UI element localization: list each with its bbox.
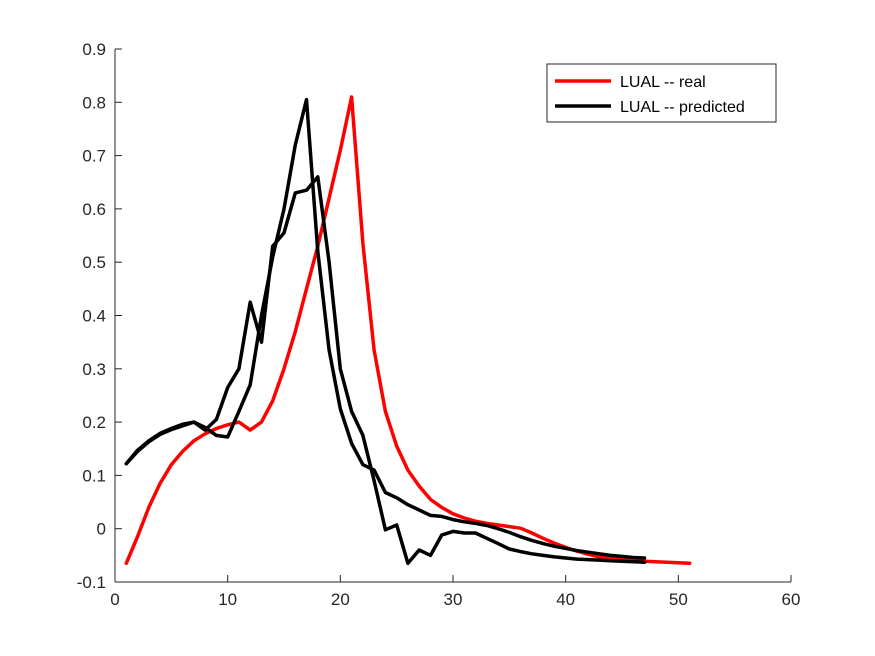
y-tick-label: 0.8	[82, 93, 106, 112]
x-tick-label: 0	[110, 590, 119, 609]
y-tick-label: 0.3	[82, 360, 106, 379]
y-tick-label: 0.4	[82, 307, 106, 326]
axes-layer: 0 10 20 30 40 50 60-0.100.10.20.30.40.50.60.70…	[77, 40, 801, 609]
y-tick-label: 0.2	[82, 413, 106, 432]
series-line-1	[124, 175, 647, 566]
y-tick-label: 0	[97, 520, 106, 539]
x-tick-label: 30	[444, 590, 463, 609]
legend: LUAL -- real LUAL -- predicted	[546, 63, 777, 123]
y-tick-label: 0.9	[82, 40, 106, 59]
y-tick-label: 0.1	[82, 466, 106, 485]
x-tick-label: 60	[782, 590, 801, 609]
legend-box	[546, 63, 777, 123]
legend-label-real: LUAL -- real	[620, 74, 706, 91]
series-line-0	[124, 95, 692, 566]
y-tick-label: -0.1	[77, 573, 106, 592]
y-tick-label: 0.7	[82, 147, 106, 166]
y-tick-label: 0.5	[82, 253, 106, 272]
plot-area	[115, 49, 791, 582]
x-tick-label: 50	[669, 590, 688, 609]
x-tick-label: 40	[556, 590, 575, 609]
x-tick-label: 10	[218, 590, 237, 609]
legend-label-predicted: LUAL -- predicted	[620, 99, 745, 116]
series-line-2	[124, 97, 647, 560]
y-tick-label: 0.6	[82, 200, 106, 219]
series-layer	[124, 95, 692, 566]
x-tick-label: 20	[331, 590, 350, 609]
